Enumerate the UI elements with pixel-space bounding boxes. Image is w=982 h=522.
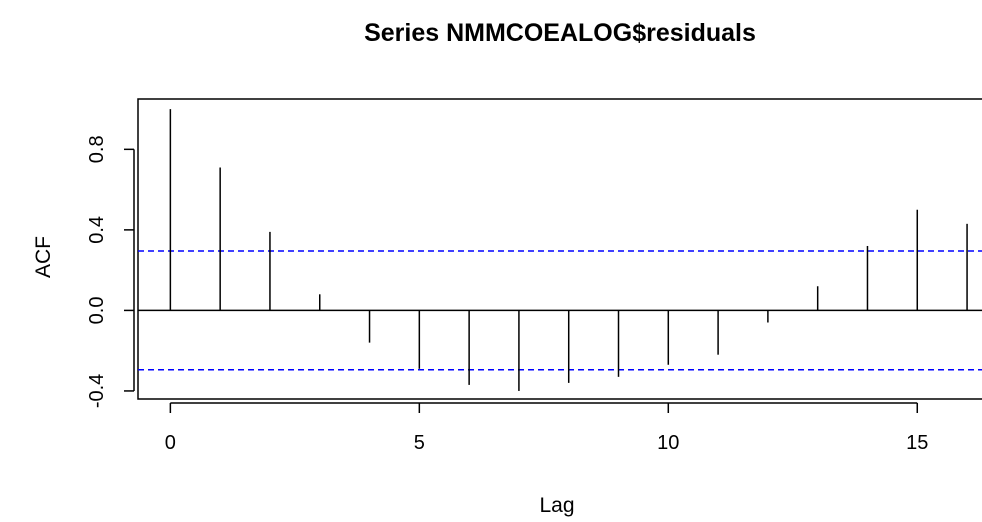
- y-tick-label-3: 0.8: [86, 135, 108, 163]
- x-tick-label-5: 5: [414, 432, 425, 454]
- plot-border: [137, 98, 982, 400]
- acf-bars: [169, 109, 968, 391]
- y-tick-label-2: 0.4: [86, 216, 108, 244]
- plot-frame: [137, 98, 982, 400]
- y-tick-label-1: 0.0: [86, 297, 108, 325]
- y-axis: -0.4 0.0 0.4 0.8: [86, 135, 135, 408]
- y-axis-label: ACF: [32, 236, 55, 278]
- x-tick-label-10: 10: [657, 432, 679, 454]
- x-tick-label-0: 0: [165, 432, 176, 454]
- x-axis: 0 5 10 15: [165, 402, 928, 454]
- chart-title: Series NMMCOEALOG$residuals: [364, 19, 756, 47]
- y-tick-label-0: -0.4: [86, 374, 108, 408]
- confidence-bounds: [138, 250, 982, 371]
- x-axis-label: Lag: [539, 494, 574, 517]
- x-tick-label-15: 15: [906, 432, 928, 454]
